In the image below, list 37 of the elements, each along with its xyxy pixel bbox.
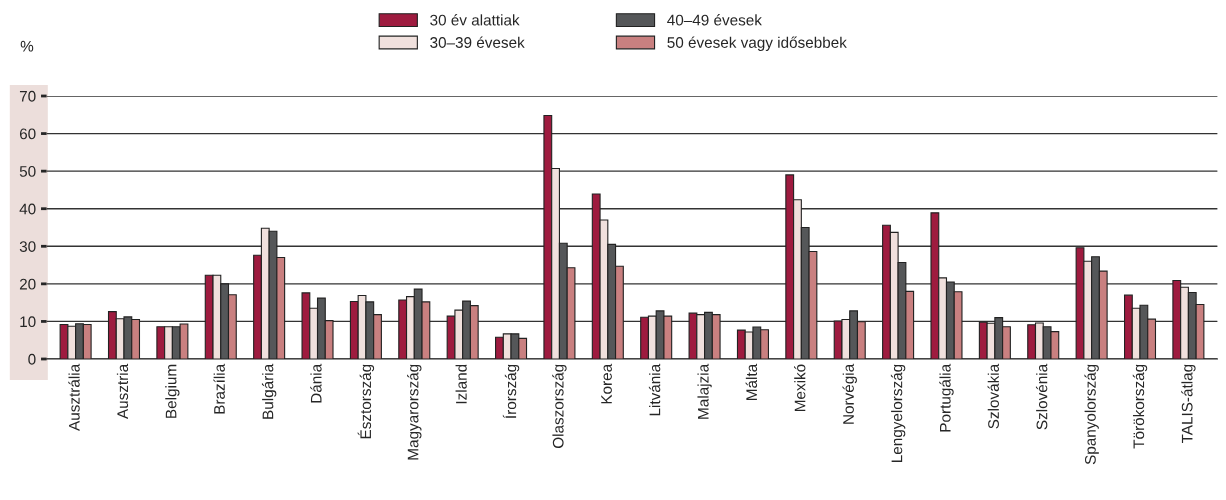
y-tick-label: 60 bbox=[19, 128, 36, 140]
x-tick-label: Észtország bbox=[357, 364, 375, 439]
y-tick-label: 0 bbox=[28, 353, 36, 365]
y-tick-label: 70 bbox=[19, 90, 36, 102]
legend-label: 30 év alattiak bbox=[430, 14, 520, 26]
x-tick-label: Málta bbox=[745, 363, 758, 400]
x-tick-label: Dánia bbox=[310, 363, 322, 403]
x-tick-label: Lengyelország bbox=[890, 364, 906, 462]
x-tick-label: Brazília bbox=[213, 363, 225, 414]
x-tick-label: TALIS-átlag bbox=[1181, 364, 1196, 444]
x-tick-label: Olaszország bbox=[552, 364, 567, 449]
legend-label: 50 évesek vagy idősebbek bbox=[667, 36, 847, 51]
x-tick-label: Írország bbox=[502, 364, 520, 418]
x-tick-label: Korea bbox=[601, 363, 612, 404]
y-tick-label: 30 bbox=[19, 241, 36, 252]
x-tick-label: Norvégia bbox=[842, 363, 857, 424]
x-tick-label: Malajzia bbox=[697, 363, 712, 419]
y-tick-label: 40 bbox=[19, 203, 36, 215]
x-tick-label: Ausztria bbox=[116, 363, 129, 420]
x-tick-label: Mexikó bbox=[794, 364, 806, 411]
x-tick-label: Bulgária bbox=[261, 363, 277, 419]
x-tick-label: Belgium bbox=[165, 364, 180, 418]
x-tick-label: Törökország bbox=[1132, 364, 1148, 449]
y-axis-title: % bbox=[20, 40, 34, 52]
x-tick-label: Portugália bbox=[939, 363, 954, 432]
x-tick-label: Izland bbox=[455, 364, 467, 404]
x-tick-label: Ausztrália bbox=[68, 363, 80, 431]
legend-label: 30–39 évesek bbox=[430, 36, 525, 48]
x-tick-label: Szlovénia bbox=[1035, 363, 1048, 430]
legend-label: 40–49 évesek bbox=[667, 14, 762, 26]
y-tick-label: 20 bbox=[19, 278, 36, 290]
y-tick-label: 50 bbox=[19, 166, 36, 177]
x-tick-label: Spanyolország bbox=[1084, 364, 1099, 465]
y-tick-label: 10 bbox=[20, 316, 36, 328]
x-tick-label: Magyarország bbox=[407, 364, 422, 460]
x-tick-label: Szlovákia bbox=[987, 363, 999, 429]
x-tick-label: Litvánia bbox=[648, 363, 661, 416]
